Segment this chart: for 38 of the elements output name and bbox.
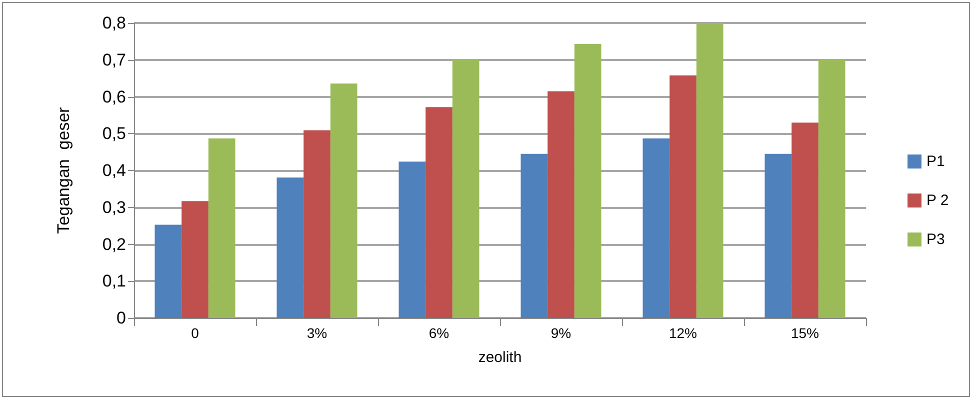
legend-label: P3 bbox=[926, 231, 945, 248]
y-tick-label: 0,5 bbox=[102, 124, 126, 144]
legend-label: P 2 bbox=[926, 192, 949, 209]
bar bbox=[208, 138, 236, 318]
bar bbox=[276, 178, 304, 318]
x-tick-label: 0 bbox=[191, 325, 200, 341]
x-tick-label: 12% bbox=[668, 325, 698, 341]
x-tick-label: 3% bbox=[306, 325, 328, 341]
bar bbox=[548, 91, 574, 318]
y-tick-label: 0,7 bbox=[102, 50, 126, 70]
bar bbox=[764, 154, 792, 318]
y-tick-label: 0,6 bbox=[102, 87, 126, 106]
bar bbox=[452, 60, 480, 318]
bar bbox=[520, 154, 548, 318]
bar bbox=[792, 122, 818, 318]
x-tick-label: 9% bbox=[550, 325, 572, 341]
bar bbox=[818, 60, 846, 318]
bar bbox=[398, 162, 426, 318]
bar bbox=[642, 138, 670, 318]
y-tick-label: 0 bbox=[116, 308, 126, 328]
bar bbox=[670, 75, 696, 318]
y-tick-label: 0,8 bbox=[102, 14, 126, 32]
bar bbox=[182, 201, 208, 318]
bar bbox=[696, 23, 724, 318]
bar bbox=[574, 44, 602, 318]
bar bbox=[304, 130, 330, 318]
y-tick-label: 0,4 bbox=[102, 161, 126, 180]
bar bbox=[330, 83, 358, 318]
y-tick-label: 0,2 bbox=[102, 234, 126, 254]
bar bbox=[426, 107, 452, 318]
y-tick-label: 0,3 bbox=[102, 198, 126, 217]
x-tick-label: 15% bbox=[790, 325, 820, 341]
x-axis-title: zeolith bbox=[478, 349, 522, 366]
legend-label: P1 bbox=[926, 153, 945, 170]
y-axis-title: Tegangan geser bbox=[54, 106, 73, 234]
bar bbox=[154, 224, 182, 318]
x-tick-label: 6% bbox=[428, 325, 450, 341]
y-tick-label: 0,1 bbox=[102, 272, 126, 291]
